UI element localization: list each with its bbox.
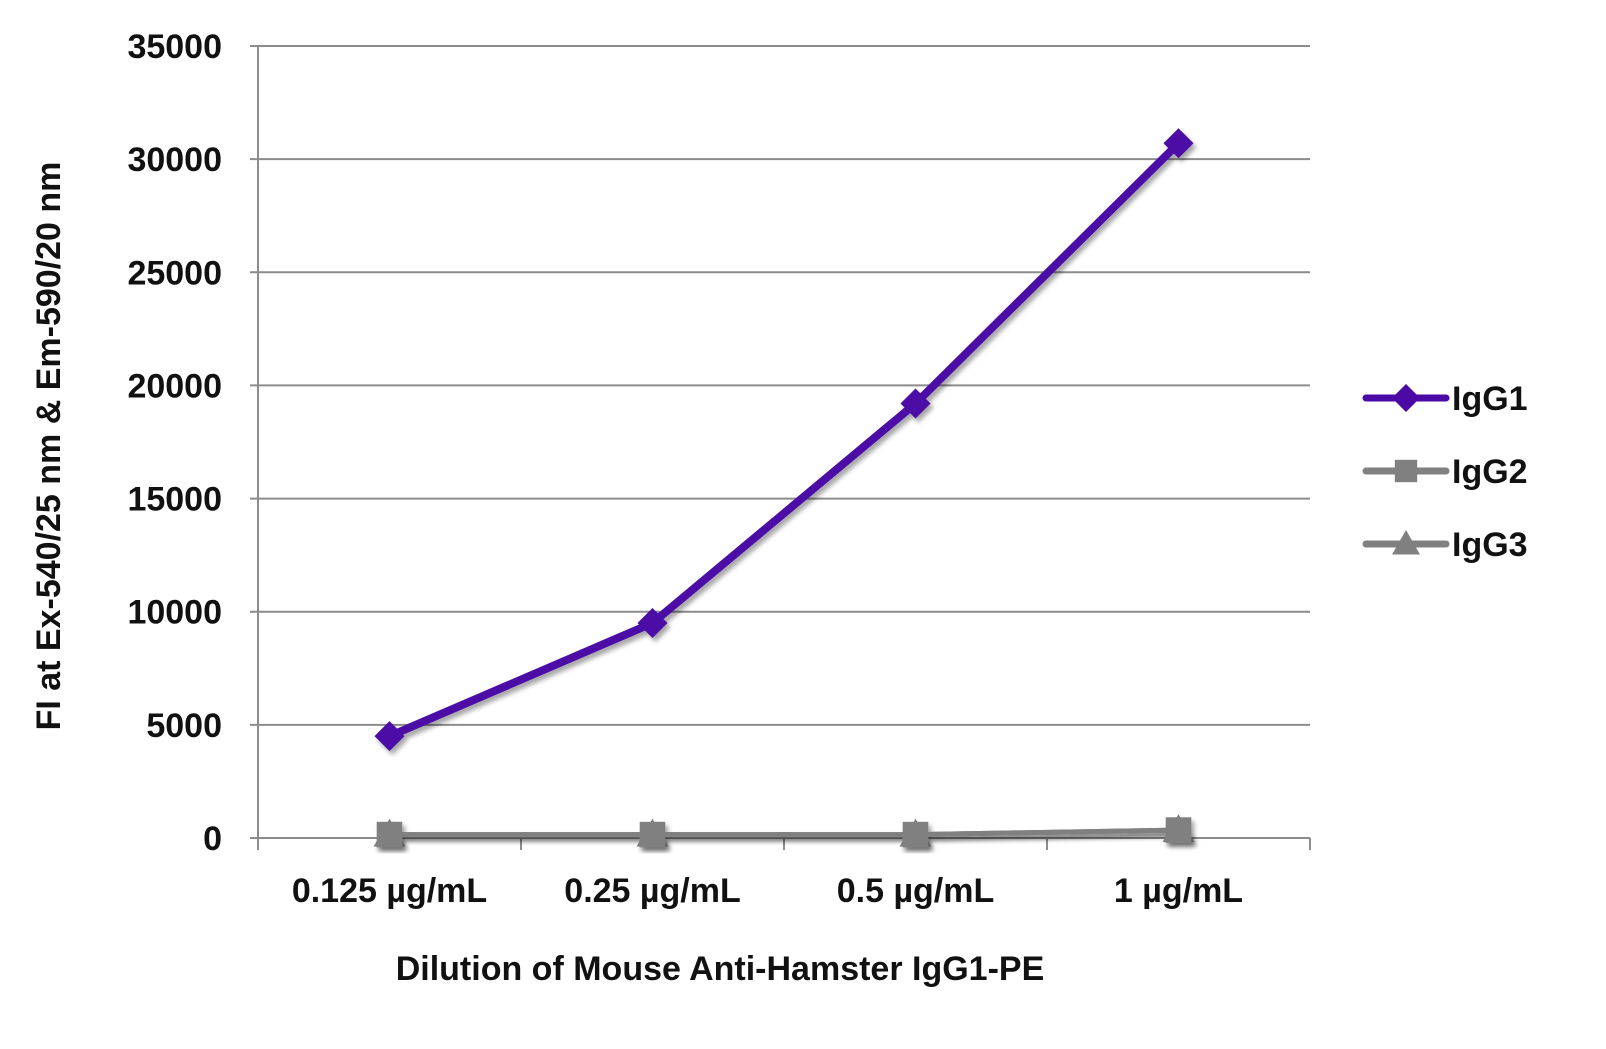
data-point — [639, 821, 666, 848]
x-tick-label: 0.5 µg/mL — [837, 872, 995, 910]
data-point — [1163, 128, 1194, 159]
series-layer — [373, 128, 1195, 848]
legend-marker — [1392, 530, 1420, 555]
y-tick-label: 30000 — [127, 141, 222, 179]
legend-label: IgG1 — [1452, 380, 1528, 418]
data-point — [1165, 817, 1192, 843]
series-IgG2 — [376, 817, 1192, 848]
x-tick-label: 0.25 µg/mL — [564, 872, 740, 910]
y-tick-labels: 0 5000 10000 15000 20000 25000 30000 35000 — [127, 28, 222, 858]
data-point — [902, 821, 929, 848]
series-IgG1 — [374, 128, 1194, 752]
data-point — [637, 608, 668, 639]
legend-label: IgG2 — [1452, 453, 1528, 491]
legend-item-IgG1: IgG1 — [1362, 380, 1528, 418]
axes — [250, 46, 1311, 850]
legend-marker — [1394, 459, 1418, 483]
x-tick-label: 1 µg/mL — [1114, 872, 1243, 910]
legend-item-IgG3: IgG3 — [1362, 526, 1528, 564]
data-point — [374, 721, 405, 752]
y-tick-label: 5000 — [146, 707, 222, 745]
data-point — [376, 821, 403, 848]
series-line — [387, 140, 1182, 740]
legend-marker — [1392, 384, 1420, 412]
data-point — [900, 388, 931, 419]
gridlines — [250, 45, 1310, 726]
y-tick-label: 10000 — [127, 594, 222, 632]
y-axis-title: FI at Ex-540/25 nm & Em-590/20 nm — [30, 162, 68, 731]
y-tick-label: 25000 — [127, 254, 222, 292]
y-tick-label: 15000 — [127, 481, 222, 519]
legend-label: IgG3 — [1452, 526, 1528, 564]
x-tick-label: 0.125 µg/mL — [292, 872, 487, 910]
series-line — [389, 827, 1179, 838]
y-tick-label: 20000 — [127, 367, 222, 405]
x-axis-title: Dilution of Mouse Anti-Hamster IgG1-PE — [396, 950, 1045, 988]
y-tick-label: 0 — [203, 820, 222, 858]
x-tick-labels: 0.125 µg/mL 0.25 µg/mL 0.5 µg/mL 1 µg/mL — [292, 872, 1243, 910]
y-tick-label: 35000 — [127, 28, 222, 66]
legend-item-IgG2: IgG2 — [1362, 453, 1528, 491]
legend: IgG1 IgG2 IgG3 — [1362, 380, 1528, 564]
